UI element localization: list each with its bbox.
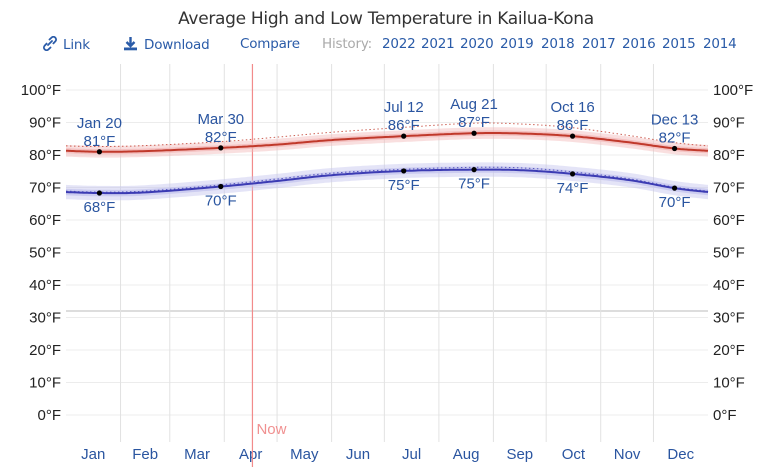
high-marker — [471, 130, 477, 136]
grid: 0°F 0°F 10°F 10°F 20°F 20°F 30°F 30°F 40°F 40°F 50… — [21, 64, 753, 467]
low-value-label: 70°F — [659, 194, 691, 211]
high-marker — [671, 145, 678, 152]
history-year-2015[interactable]: 2015 — [662, 36, 696, 52]
month-label: May — [290, 446, 319, 463]
history-year-2014[interactable]: 2014 — [703, 36, 737, 52]
month-label: Nov — [614, 446, 641, 463]
low-marker — [671, 185, 678, 191]
low-band-inner — [66, 166, 708, 197]
low-marker — [471, 167, 477, 173]
chart-title: Average High and Low Temperature in Kail… — [178, 9, 594, 29]
link-icon — [43, 35, 57, 52]
month-label: Jul — [402, 446, 421, 463]
y-tick-label-right: 40°F — [713, 277, 745, 294]
low-value-label: 74°F — [557, 180, 589, 197]
month-label: Jun — [346, 446, 370, 463]
month-label: Mar — [184, 446, 210, 463]
y-tick-label-right: 60°F — [713, 212, 745, 229]
link-label: Link — [63, 37, 90, 53]
now-label: Now — [256, 421, 286, 438]
low-marker — [96, 190, 103, 196]
month-label: Oct — [562, 446, 586, 463]
y-tick-label-left: 70°F — [29, 180, 61, 197]
history-year-2016[interactable]: 2016 — [622, 36, 656, 52]
low-value-label: 75°F — [458, 176, 490, 193]
y-tick-label-left: 50°F — [29, 245, 61, 262]
high-value-label: 81°F — [83, 133, 115, 150]
high-value-label: 86°F — [388, 117, 420, 134]
download-label: Download — [144, 37, 210, 53]
y-tick-label-left: 60°F — [29, 212, 61, 229]
month-label: Aug — [453, 446, 480, 463]
high-marker — [96, 149, 103, 155]
y-tick-label-right: 100°F — [713, 82, 753, 99]
month-label: Dec — [667, 446, 694, 463]
markers — [96, 130, 678, 196]
y-tick-label-right: 80°F — [713, 147, 745, 164]
high-date-label: Mar 30 — [197, 111, 244, 128]
low-dotted-line — [66, 166, 709, 193]
link-button[interactable]: Link — [43, 35, 90, 53]
y-tick-label-left: 10°F — [29, 375, 61, 392]
high-date-label: Jan 20 — [77, 115, 122, 132]
history-year-2022[interactable]: 2022 — [382, 36, 416, 52]
high-value-label: 86°F — [557, 117, 589, 134]
y-tick-label-left: 40°F — [29, 277, 61, 294]
y-tick-label-right: 90°F — [713, 115, 745, 132]
history-year-2021[interactable]: 2021 — [421, 36, 455, 52]
y-tick-label-right: 30°F — [713, 310, 745, 327]
history-year-2017[interactable]: 2017 — [582, 36, 616, 52]
y-tick-label-left: 100°F — [21, 82, 61, 99]
y-tick-label-left: 90°F — [29, 115, 61, 132]
month-label: Sep — [506, 446, 533, 463]
low-marker — [218, 183, 224, 190]
y-tick-label-right: 0°F — [713, 407, 737, 424]
compare-link[interactable]: Compare — [240, 36, 300, 52]
month-label: Jan — [81, 446, 105, 463]
y-tick-label-left: 0°F — [37, 407, 61, 424]
low-marker — [569, 171, 576, 177]
y-tick-label-left: 80°F — [29, 147, 61, 164]
low-value-label: 70°F — [205, 193, 237, 210]
high-marker — [218, 145, 224, 151]
low-value-label: 68°F — [83, 199, 115, 216]
history-year-2019[interactable]: 2019 — [500, 36, 534, 52]
y-tick-label-right: 70°F — [713, 180, 745, 197]
y-tick-label-right: 10°F — [713, 375, 745, 392]
history-year-2018[interactable]: 2018 — [541, 36, 575, 52]
high-value-label: 82°F — [659, 130, 691, 147]
month-label: Apr — [239, 446, 262, 463]
high-dotted-line — [66, 122, 709, 148]
high-marker — [569, 133, 576, 139]
high-date-label: Aug 21 — [450, 96, 498, 113]
y-tick-label-left: 20°F — [29, 342, 61, 359]
high-date-label: Jul 12 — [384, 99, 424, 116]
high-value-label: 82°F — [205, 129, 237, 146]
history-label: History: — [322, 36, 372, 52]
download-icon — [124, 37, 137, 51]
high-date-label: Oct 16 — [550, 99, 594, 116]
low-marker — [401, 168, 407, 174]
history-year-2020[interactable]: 2020 — [460, 36, 494, 52]
y-tick-label-right: 50°F — [713, 245, 745, 262]
high-value-label: 87°F — [458, 114, 490, 131]
high-marker — [401, 133, 407, 139]
high-date-label: Dec 13 — [651, 112, 699, 129]
toolbar: Link Download Compare History: 2022 2021… — [0, 35, 772, 56]
low-value-label: 75°F — [388, 177, 420, 194]
month-label: Feb — [132, 446, 158, 463]
y-tick-label-right: 20°F — [713, 342, 745, 359]
download-button[interactable]: Download — [123, 36, 210, 53]
y-tick-label-left: 30°F — [29, 310, 61, 327]
